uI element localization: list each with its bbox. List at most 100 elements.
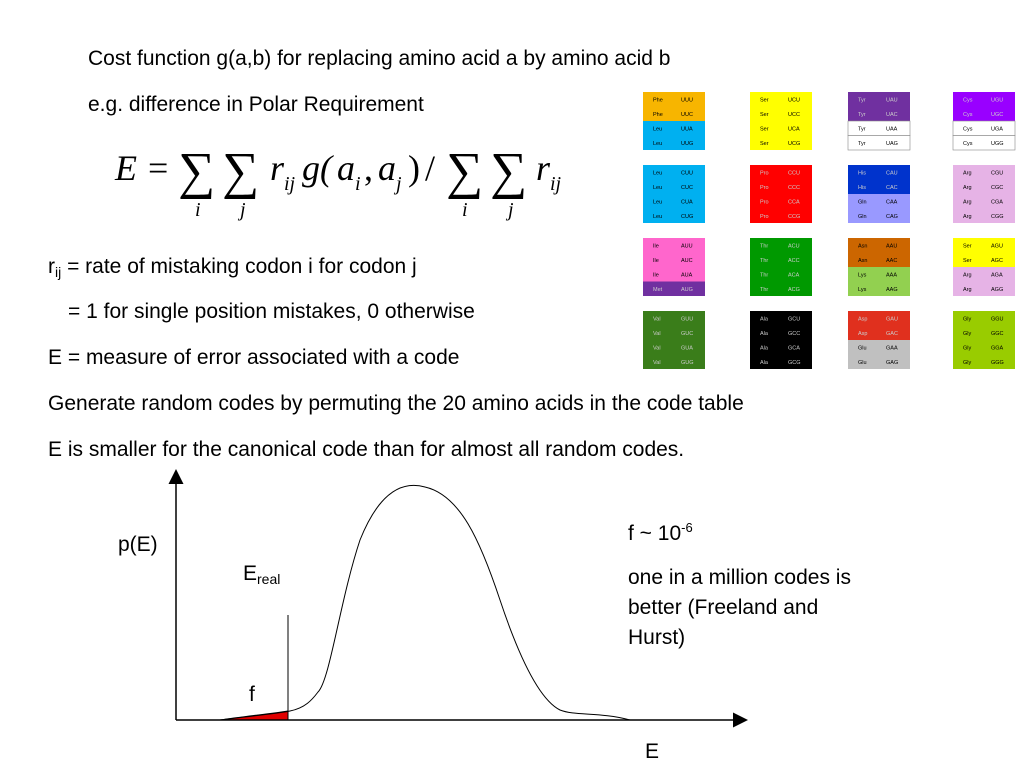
amino-acid: Tyr bbox=[858, 97, 866, 103]
amino-acid: Asn bbox=[858, 258, 867, 264]
codon-cell bbox=[643, 238, 705, 253]
codon: UAU bbox=[886, 97, 898, 103]
amino-acid: Leu bbox=[653, 185, 662, 191]
codon-cell bbox=[750, 340, 812, 355]
codon-cell bbox=[643, 267, 705, 282]
codon: UUC bbox=[681, 112, 693, 118]
codon-cell bbox=[848, 340, 910, 355]
heading: Cost function g(a,b) for replacing amino… bbox=[88, 47, 671, 70]
formula-ij: ij bbox=[550, 173, 562, 195]
codon: CGG bbox=[991, 214, 1004, 220]
index: i bbox=[195, 199, 201, 221]
codon-cell bbox=[848, 354, 910, 369]
amino-acid: Gln bbox=[858, 199, 867, 205]
amino-acid: Leu bbox=[653, 214, 662, 220]
codon-cell bbox=[953, 267, 1015, 282]
amino-acid: Val bbox=[653, 316, 661, 322]
formula-slash: / bbox=[425, 148, 435, 188]
codon-cell bbox=[750, 135, 812, 150]
codon: AGG bbox=[991, 287, 1003, 293]
amino-acid: Gln bbox=[858, 214, 867, 220]
codon-cell bbox=[750, 281, 812, 296]
line: Generate random codes by permuting the 2… bbox=[48, 392, 744, 415]
formula-close: ) bbox=[408, 148, 420, 188]
codon-cell bbox=[750, 252, 812, 267]
codon: CCG bbox=[788, 214, 800, 220]
amino-acid: Tyr bbox=[858, 126, 866, 132]
index: j bbox=[393, 173, 402, 195]
x-label: E bbox=[645, 740, 660, 763]
codon: CUC bbox=[681, 185, 693, 191]
codon-cell bbox=[750, 194, 812, 209]
amino-acid: Ala bbox=[760, 316, 769, 322]
amino-acid: Pro bbox=[760, 199, 769, 205]
codon-cell bbox=[953, 281, 1015, 296]
codon: GAC bbox=[886, 331, 898, 337]
codon: CAC bbox=[886, 185, 898, 191]
amino-acid: Lys bbox=[858, 272, 867, 278]
amino-acid: His bbox=[858, 170, 866, 176]
sum: ∑ bbox=[222, 143, 259, 200]
codon-cell bbox=[643, 135, 705, 150]
amino-acid: Val bbox=[653, 331, 661, 337]
codon: UUA bbox=[681, 126, 693, 132]
amino-acid: Ser bbox=[760, 141, 769, 147]
codon-cell bbox=[848, 194, 910, 209]
formula-g: g( bbox=[302, 148, 334, 188]
codon: CGC bbox=[991, 185, 1003, 191]
amino-acid: Pro bbox=[760, 185, 769, 191]
codon: ACG bbox=[788, 287, 800, 293]
codon: UGA bbox=[991, 126, 1003, 132]
note: better (Freeland and bbox=[628, 596, 819, 619]
codon: UCA bbox=[788, 126, 800, 132]
amino-acid: Tyr bbox=[858, 141, 866, 147]
amino-acid: Cys bbox=[963, 141, 973, 147]
codon-cell bbox=[643, 165, 705, 180]
codon: GGC bbox=[991, 331, 1004, 337]
amino-acid: Thr bbox=[760, 287, 768, 293]
f-value: f ~ 10-6 bbox=[628, 521, 693, 544]
codon-cell bbox=[952, 135, 1016, 151]
codon-cell bbox=[953, 106, 1015, 121]
amino-acid: Cys bbox=[963, 97, 973, 103]
codon: GCU bbox=[788, 316, 800, 322]
codon-cell bbox=[643, 325, 705, 340]
codon: AGC bbox=[991, 258, 1003, 264]
amino-acid: Val bbox=[653, 345, 661, 351]
amino-acid: Gly bbox=[963, 345, 972, 351]
index: i bbox=[462, 199, 468, 221]
codon-cell bbox=[848, 311, 910, 326]
codon: CAG bbox=[886, 214, 898, 220]
formula-r: r bbox=[270, 148, 285, 188]
codon: AUU bbox=[681, 243, 693, 249]
amino-acid: Tyr bbox=[858, 112, 866, 118]
amino-acid: Ser bbox=[963, 243, 972, 249]
sum: ∑ bbox=[490, 143, 527, 200]
amino-acid: Arg bbox=[963, 287, 972, 293]
text: f ~ 10 bbox=[628, 522, 682, 545]
codon-cell bbox=[750, 208, 812, 223]
formula-a: a bbox=[378, 148, 396, 188]
codon: ACA bbox=[788, 272, 800, 278]
codon: UGC bbox=[991, 112, 1003, 118]
amino-acid: Arg bbox=[963, 272, 972, 278]
codon: UUU bbox=[681, 97, 693, 103]
codon-cell bbox=[643, 92, 705, 107]
codon: GUU bbox=[681, 316, 693, 322]
amino-acid: Ala bbox=[760, 331, 769, 337]
amino-acid: Thr bbox=[760, 272, 768, 278]
amino-acid: Ser bbox=[963, 258, 972, 264]
subscript: real bbox=[257, 571, 281, 587]
index: j bbox=[505, 199, 514, 221]
amino-acid: Phe bbox=[653, 112, 663, 118]
amino-acid: Ala bbox=[760, 345, 769, 351]
codon: GAG bbox=[886, 360, 898, 366]
codon: CUA bbox=[681, 199, 693, 205]
index: j bbox=[237, 199, 246, 221]
codon: AAU bbox=[886, 243, 897, 249]
rij-line: rij = rate of mistaking codon i for codo… bbox=[48, 256, 417, 279]
codon-cell bbox=[953, 252, 1015, 267]
formula-eq: = bbox=[148, 148, 168, 188]
amino-acid: Asp bbox=[858, 331, 867, 337]
